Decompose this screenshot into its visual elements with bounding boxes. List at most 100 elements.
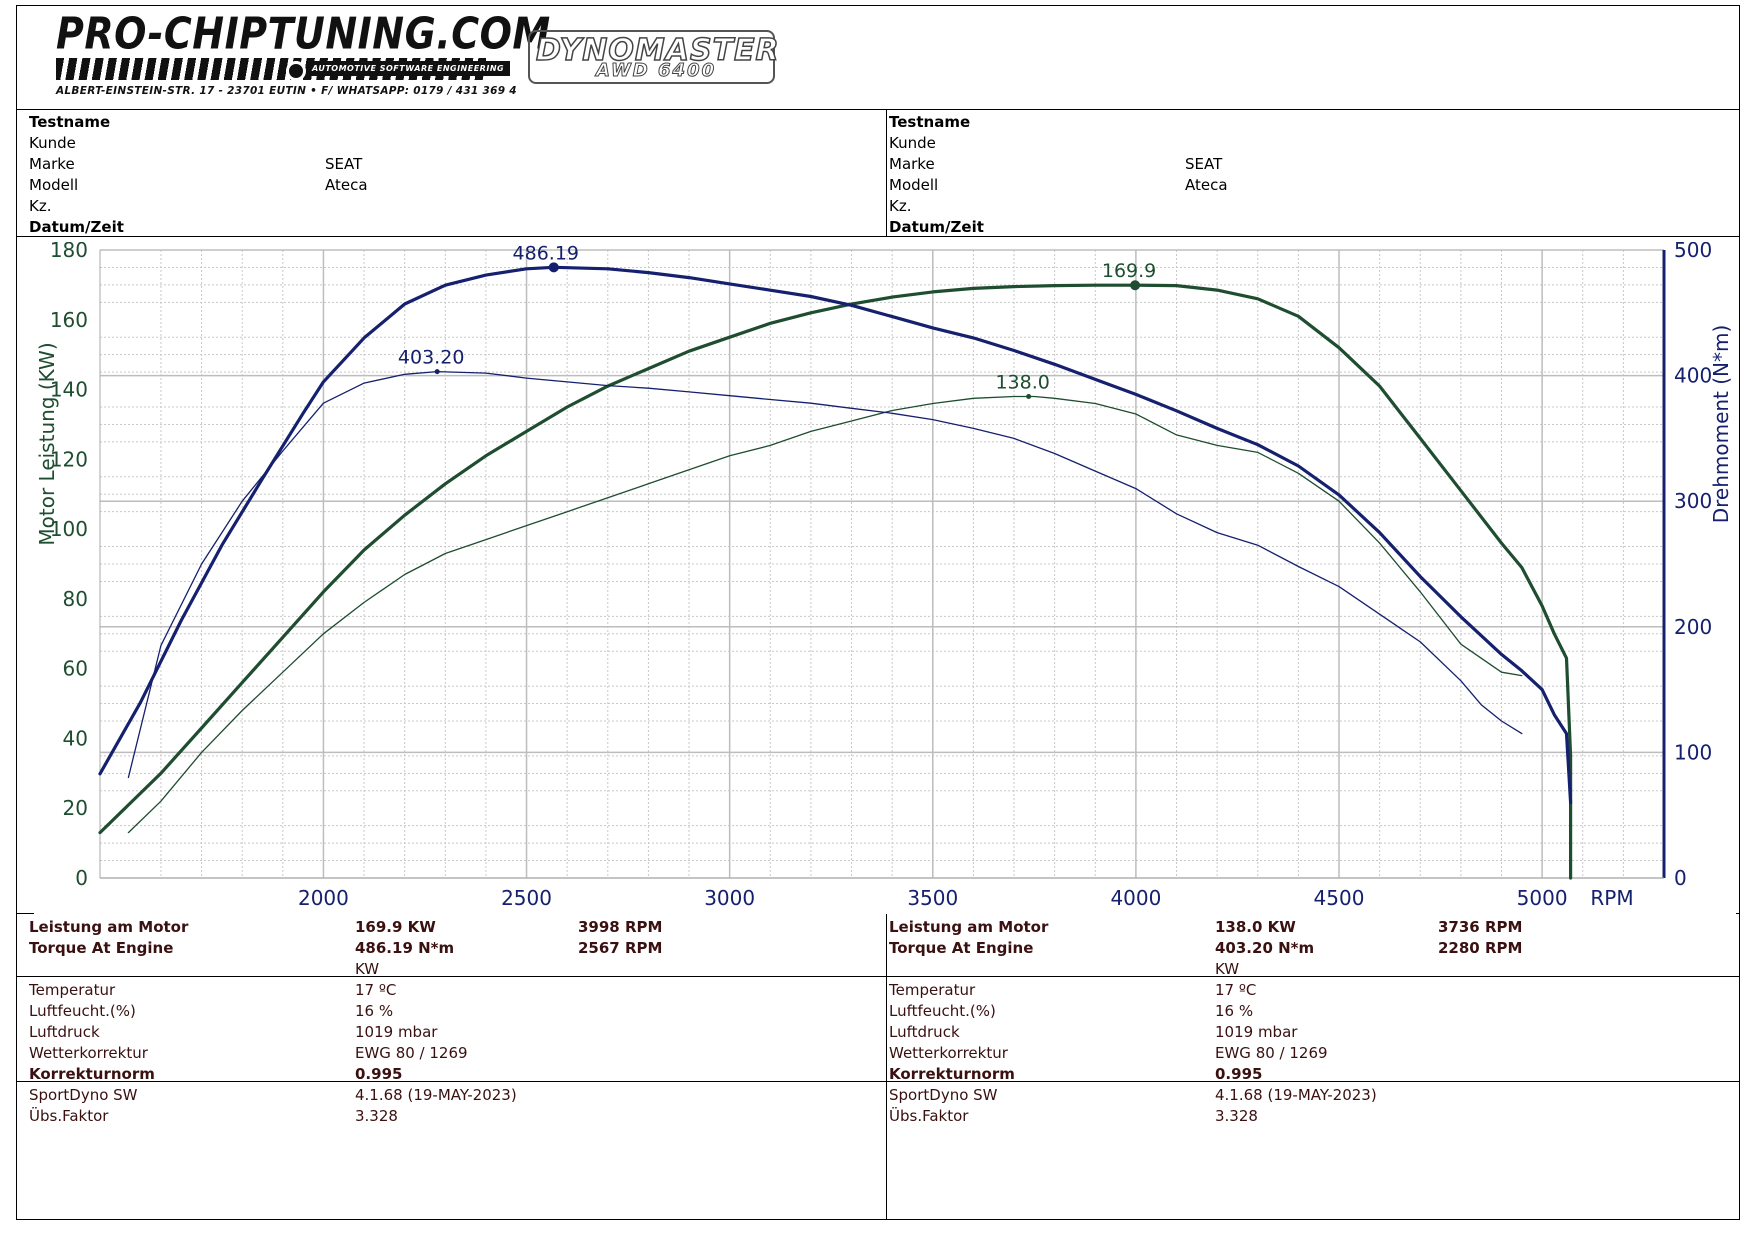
dyno-chart-svg: 0 20 40 60 80 100 120 140 160 180 0 100 200 300 400 500…: [35, 238, 1733, 910]
temp-label: Temperatur: [889, 981, 976, 999]
pro-chiptuning-logo: PRO-CHIPTUNING.COM AUTOMOTIVE SOFTWARE E…: [56, 8, 550, 102]
results-divider: [16, 976, 1740, 977]
sw-label: SportDyno SW: [29, 1086, 138, 1104]
conditions-left-values: 17 ºC 16 % 1019 mbar EWG 80 / 1269 0.995: [355, 980, 468, 1085]
y-left-tick-label: 180: [50, 242, 88, 262]
results-right-labels: Leistung am Motor Torque At Engine: [889, 917, 1048, 959]
torque-value: 486.19 N*m: [355, 939, 455, 957]
torque-label: Torque At Engine: [29, 939, 174, 957]
modell-label: Modell: [889, 176, 939, 194]
torque-curve-stock: [127, 370, 1523, 779]
y-left-axis-label: Motor Leistung (KW): [35, 342, 59, 545]
norm-label: Korrekturnorm: [889, 1065, 1015, 1083]
humidity-label: Luftfeucht.(%): [889, 1002, 996, 1020]
power-curve-stock: [127, 395, 1523, 834]
results-right-rpm: 3736 RPM 2280 RPM: [1438, 917, 1522, 959]
factor-label: Übs.Faktor: [29, 1107, 109, 1125]
run-info-right: Testname Kunde Marke Modell Kz. Datum/Ze…: [889, 112, 984, 238]
weather-value: EWG 80 / 1269: [355, 1044, 468, 1062]
power-label: Leistung am Motor: [29, 918, 189, 936]
info-divider: [16, 236, 1740, 237]
sw-value: 4.1.68 (19-MAY-2023): [1215, 1086, 1377, 1104]
results-left-values: 169.9 KW 486.19 N*m: [355, 917, 454, 959]
marke-value: SEAT: [325, 155, 363, 173]
kz-label: Kz.: [889, 197, 912, 215]
kunde-label: Kunde: [889, 134, 936, 152]
factor-label: Übs.Faktor: [889, 1107, 969, 1125]
x-tick-label: 4000: [1110, 886, 1161, 910]
sw-value: 4.1.68 (19-MAY-2023): [355, 1086, 517, 1104]
y-left-tick-label: 80: [63, 587, 88, 611]
x-axis-label: RPM: [1590, 886, 1633, 910]
torque-value: 403.20 N*m: [1215, 939, 1315, 957]
testname-label: Testname: [29, 113, 111, 131]
conditions-right-labels: Temperatur Luftfeucht.(%) Luftdruck Wett…: [889, 980, 1015, 1085]
y-right-axis-label: Drehmoment (N*m): [1709, 325, 1733, 524]
factor-value: 3.328: [355, 1107, 398, 1125]
temp-value: 17 ºC: [1215, 981, 1257, 999]
datum-label: Datum/Zeit: [29, 218, 124, 236]
power-curve-tuned: [98, 283, 1573, 880]
testname-label: Testname: [889, 113, 971, 131]
torque-peak-label: 403.20: [398, 347, 464, 369]
weather-value: EWG 80 / 1269: [1215, 1044, 1328, 1062]
pressure-label: Luftdruck: [889, 1023, 960, 1041]
conditions-left-labels: Temperatur Luftfeucht.(%) Luftdruck Wett…: [29, 980, 155, 1085]
modell-value: Ateca: [325, 176, 368, 194]
y-left-tick-label: 160: [50, 308, 88, 332]
unit-label: KW: [355, 960, 380, 978]
results-right-values: 138.0 KW 403.20 N*m: [1215, 917, 1314, 959]
unit-label: KW: [1215, 960, 1240, 978]
power-peak-marker: [1130, 280, 1141, 291]
x-tick-label: 3500: [907, 886, 958, 910]
torque-peak-marker: [434, 369, 440, 375]
marke-value: SEAT: [1185, 155, 1223, 173]
header-divider: [16, 109, 1740, 110]
conditions-divider: [16, 1081, 1740, 1082]
y-left-tick-label: 100: [50, 517, 88, 541]
dynomaster-logo: DYNOMASTER AWD 6400: [528, 30, 779, 84]
power-rpm: 3736 RPM: [1438, 918, 1523, 936]
y-right-tick-label: 400: [1674, 364, 1712, 388]
results-left-rpm: 3998 RPM 2567 RPM: [578, 917, 662, 959]
logo-address: ALBERT-EINSTEIN-STR. 17 - 23701 EUTIN • …: [56, 85, 517, 97]
norm-value: 0.995: [1215, 1065, 1263, 1083]
y-right-tick-label: 500: [1674, 242, 1712, 262]
y-left-tick-label: 140: [50, 378, 88, 402]
torque-rpm: 2567 RPM: [578, 939, 663, 957]
kunde-label: Kunde: [29, 134, 76, 152]
y-right-tick-label: 300: [1674, 489, 1712, 513]
power-label: Leistung am Motor: [889, 918, 1049, 936]
power-value: 169.9 KW: [355, 918, 436, 936]
run-info-left: Testname Kunde Marke Modell Kz. Datum/Ze…: [29, 112, 124, 238]
y-left-tick-label: 60: [63, 657, 88, 681]
y-right-tick-label: 200: [1674, 615, 1712, 639]
weather-label: Wetterkorrektur: [29, 1044, 148, 1062]
results-column-divider: [886, 914, 887, 1219]
x-tick-label: 3000: [704, 886, 755, 910]
x-tick-label: 2500: [501, 886, 552, 910]
humidity-label: Luftfeucht.(%): [29, 1002, 136, 1020]
temp-label: Temperatur: [29, 981, 116, 999]
pressure-value: 1019 mbar: [355, 1023, 438, 1041]
run-info-right-values: SEAT Ateca: [1185, 154, 1228, 196]
torque-label: Torque At Engine: [889, 939, 1034, 957]
gear-icon: [286, 61, 306, 81]
dyno-brand: DYNOMASTER: [535, 32, 780, 69]
weather-label: Wetterkorrektur: [889, 1044, 1008, 1062]
dyno-model: AWD 6400: [595, 60, 717, 82]
dyno-chart: 0 20 40 60 80 100 120 140 160 180 0 100 200 300 400 500…: [34, 238, 1736, 914]
modell-label: Modell: [29, 176, 79, 194]
datum-label: Datum/Zeit: [889, 218, 984, 236]
sw-label: SportDyno SW: [889, 1086, 998, 1104]
y-right-tick-label: 0: [1674, 866, 1687, 890]
software-right-labels: SportDyno SW Übs.Faktor: [889, 1085, 998, 1127]
logo-subtitle: AUTOMOTIVE SOFTWARE ENGINEERING: [306, 61, 511, 76]
humidity-value: 16 %: [355, 1002, 394, 1020]
power-peak-marker: [1026, 394, 1032, 400]
pressure-value: 1019 mbar: [1215, 1023, 1298, 1041]
x-tick-label: 5000: [1517, 886, 1568, 910]
torque-peak-marker: [548, 262, 559, 273]
software-left-values: 4.1.68 (19-MAY-2023) 3.328: [355, 1085, 517, 1127]
marke-label: Marke: [29, 155, 75, 173]
